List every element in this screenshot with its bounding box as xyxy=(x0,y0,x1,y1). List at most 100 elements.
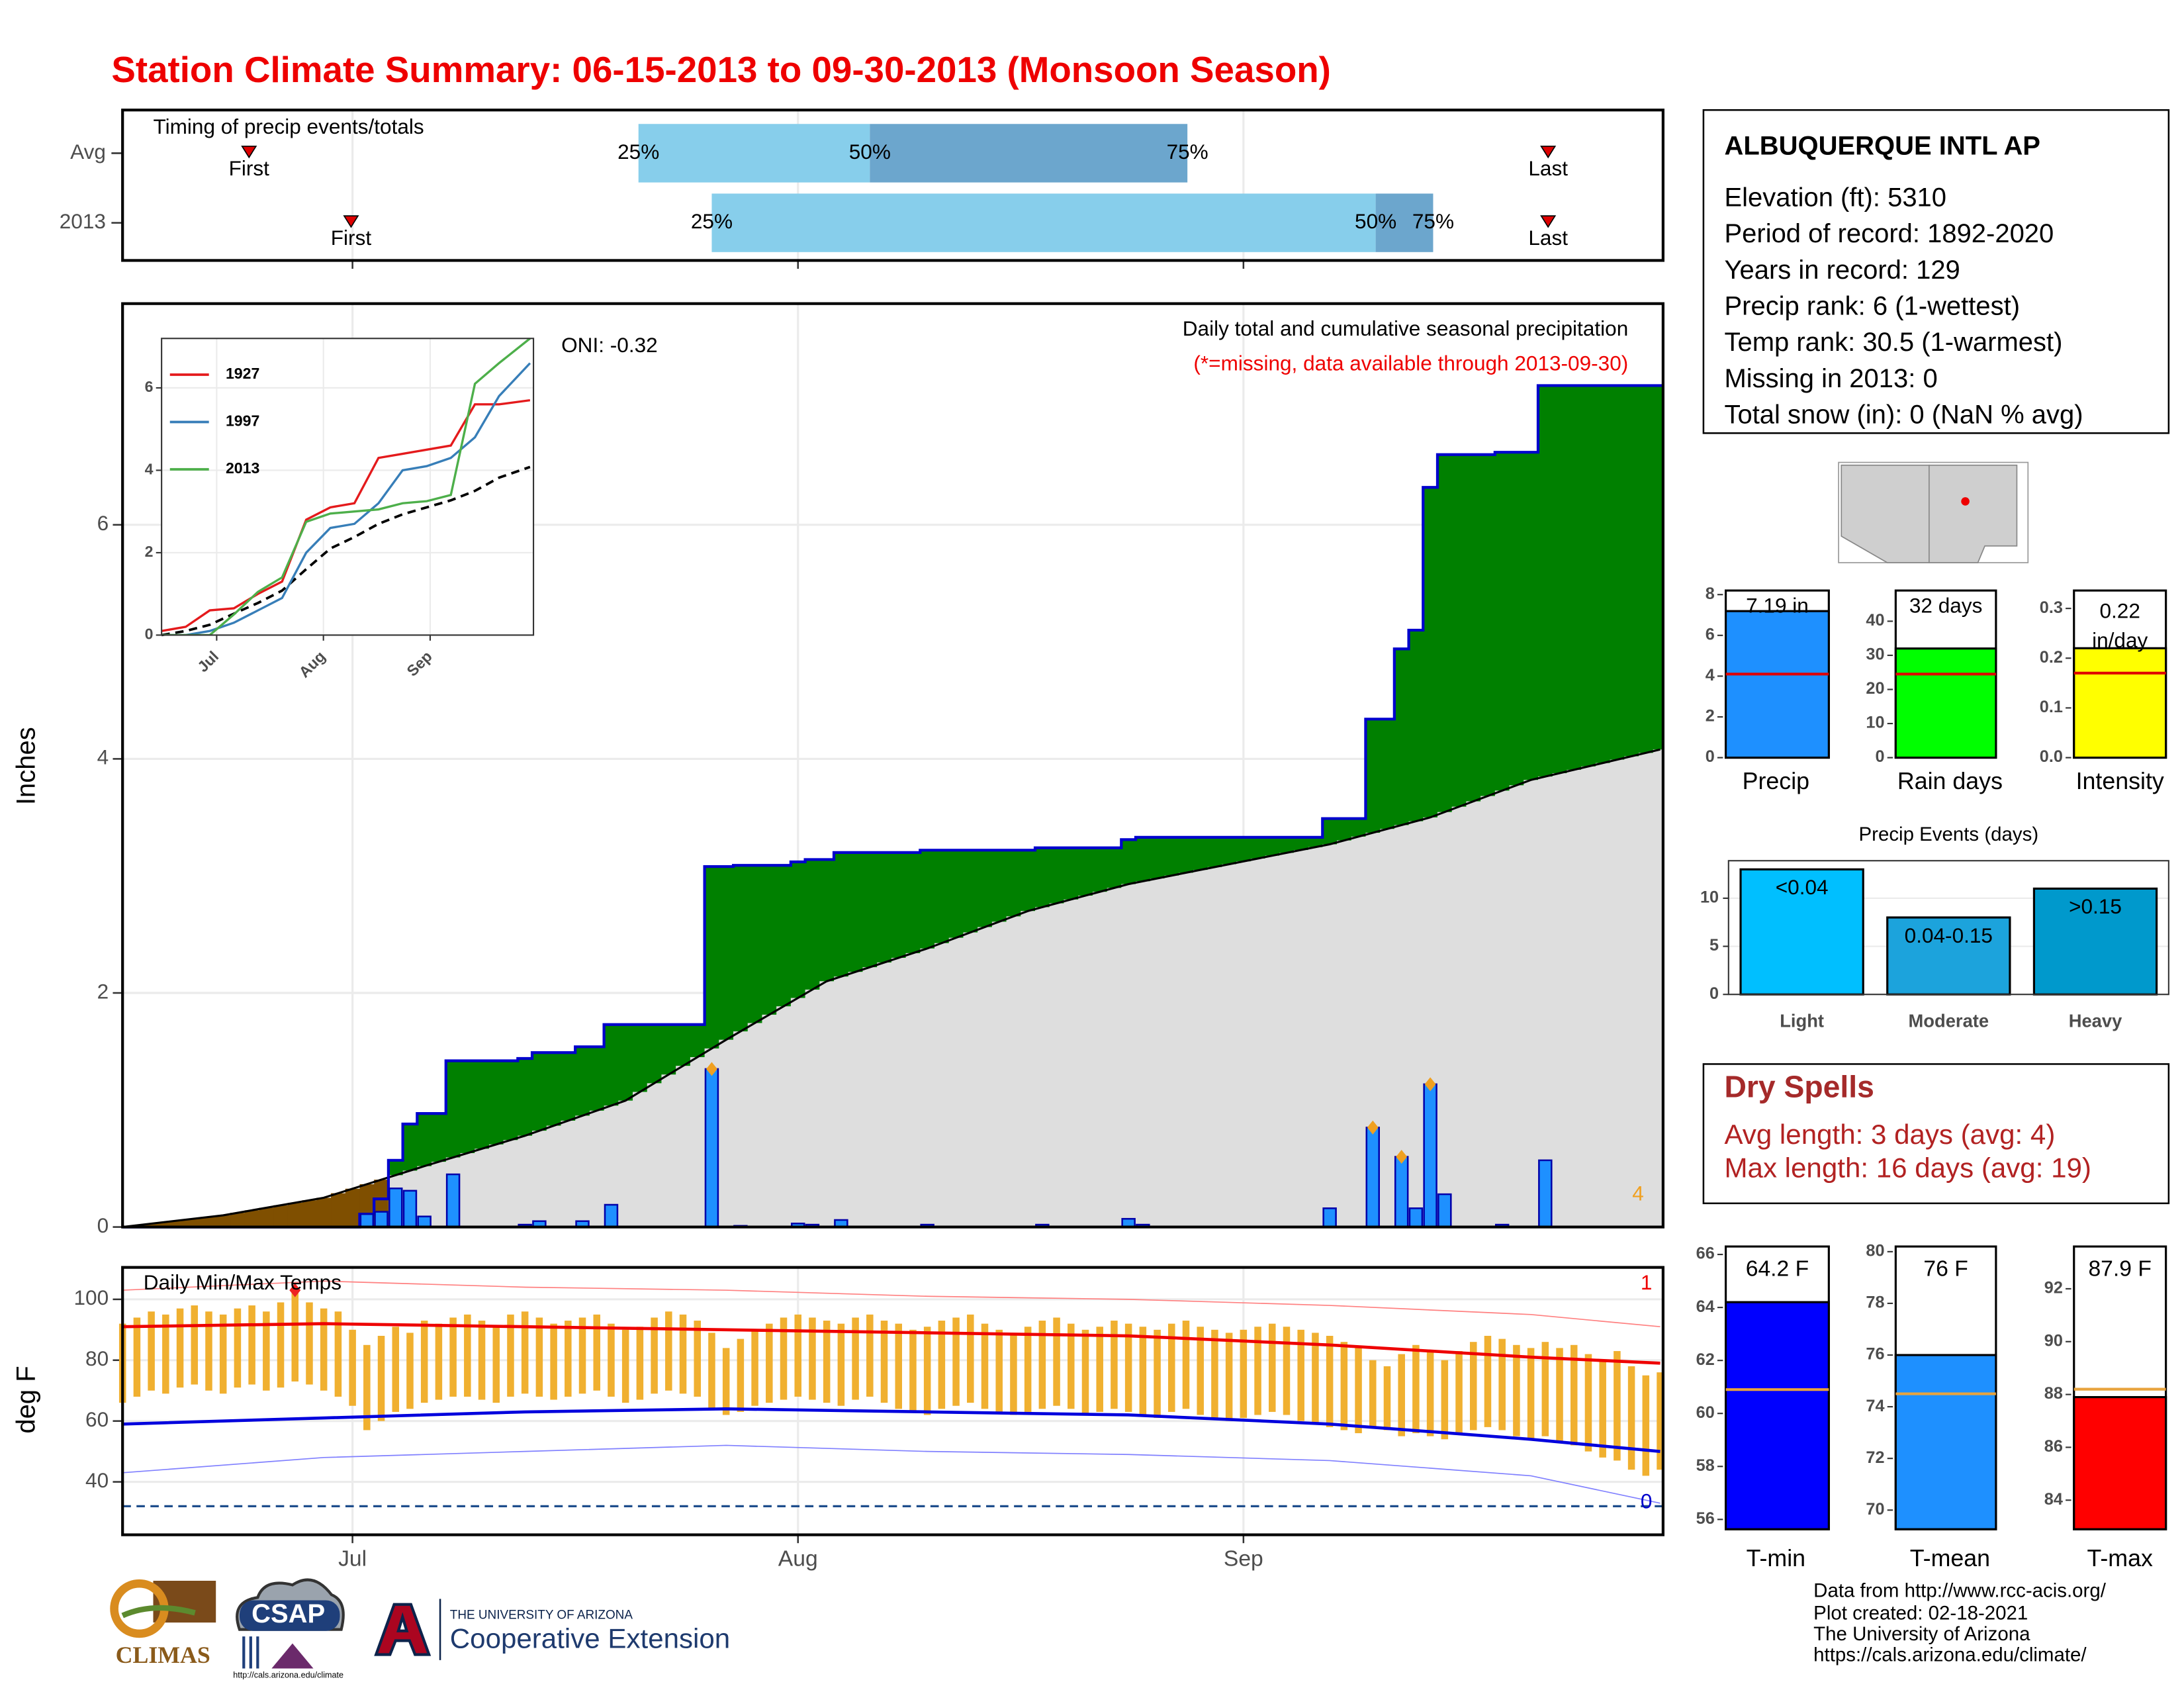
temp-range-bar xyxy=(1283,1327,1291,1415)
temp-range-bar xyxy=(334,1311,342,1397)
temp-range-bar xyxy=(1111,1321,1118,1409)
quartile-label: 75% xyxy=(1167,140,1208,164)
precip-bar xyxy=(374,1211,388,1228)
temp-range-bar xyxy=(565,1321,572,1397)
x-tick-label: Aug xyxy=(778,1546,818,1571)
normal-fill xyxy=(475,1149,490,1227)
csap-url: http://cals.arizona.edu/climate xyxy=(233,1670,343,1679)
precip-bar xyxy=(359,1213,375,1228)
locator-map xyxy=(1838,461,2029,563)
temp-range-bar xyxy=(981,1323,989,1409)
category-label: T-min xyxy=(1747,1545,1805,1571)
normal-fill xyxy=(1537,776,1553,1227)
temp-range-bar xyxy=(621,1329,629,1403)
event-bar xyxy=(2032,887,2158,996)
temp-range-bar xyxy=(191,1305,199,1385)
y-tick-label: 90 xyxy=(2044,1331,2063,1350)
temp-range-bar xyxy=(1068,1323,1075,1409)
quartile-label: 75% xyxy=(1412,209,1454,233)
record-min-line xyxy=(122,1444,1661,1504)
normal-fill xyxy=(1121,884,1136,1227)
normal-fill xyxy=(1193,870,1208,1227)
y-tick-label: 80 xyxy=(1866,1242,1884,1260)
normal-fill xyxy=(503,1140,518,1227)
x-tick-label: Moderate xyxy=(1909,1011,1989,1031)
record-marker xyxy=(1396,1149,1408,1164)
normal-fill xyxy=(604,1105,619,1227)
normal-fill xyxy=(790,998,806,1227)
normal-fill xyxy=(1006,916,1021,1227)
normal-fill xyxy=(1624,756,1639,1227)
y-tick-label: 62 xyxy=(1696,1350,1715,1369)
event-marker xyxy=(1540,215,1557,228)
normal-fill xyxy=(1408,821,1424,1227)
y-tick-label: 88 xyxy=(2044,1384,2063,1403)
normal-fill xyxy=(273,1205,289,1227)
normal-fill xyxy=(1293,850,1309,1227)
inset-series-line xyxy=(161,362,531,635)
normal-fill xyxy=(1179,872,1194,1227)
quartile-label: 50% xyxy=(849,140,891,164)
temp-range-bar xyxy=(1240,1329,1248,1419)
normal-fill xyxy=(173,1220,188,1227)
temp-range-bar xyxy=(133,1317,141,1397)
temp-range-bar xyxy=(277,1302,285,1388)
value-label: 87.9 F xyxy=(2088,1257,2151,1282)
event-label: First xyxy=(229,156,270,180)
normal-fill xyxy=(978,927,993,1227)
precip-bar xyxy=(1437,1193,1452,1228)
normal-fill xyxy=(1351,836,1367,1227)
y-tick-label: 0 xyxy=(97,1213,109,1237)
precip-bar xyxy=(604,1203,619,1228)
normal-fill xyxy=(287,1202,303,1227)
inset-normal-line xyxy=(161,465,531,637)
temp-range-bar xyxy=(464,1314,471,1397)
y-tick-label: 6 xyxy=(1706,625,1715,643)
temp-range-bar xyxy=(938,1321,946,1409)
normal-fill xyxy=(1524,780,1539,1227)
record-marker xyxy=(1424,1077,1436,1092)
oni-label: ONI: -0.32 xyxy=(561,333,658,357)
y-tick-label: 72 xyxy=(1866,1448,1884,1467)
normal-fill xyxy=(1279,853,1295,1227)
event-bar xyxy=(1739,868,1864,996)
normal-fill xyxy=(1250,858,1266,1227)
normal-fill xyxy=(1021,911,1036,1227)
normal-fill xyxy=(158,1222,173,1227)
normal-fill xyxy=(144,1223,159,1227)
normal-fill xyxy=(1437,812,1453,1227)
temp-range-bar xyxy=(751,1329,758,1406)
normal-fill xyxy=(661,1074,676,1227)
temp-range-bar xyxy=(363,1344,371,1430)
event-label: First xyxy=(331,226,372,250)
normal-fill xyxy=(432,1162,447,1227)
temp-range-bar xyxy=(1154,1329,1161,1419)
precip-bar xyxy=(402,1190,418,1228)
precip-bar xyxy=(1322,1207,1337,1228)
value-label: 0.22 in/day xyxy=(2092,599,2148,652)
y-tick-label: 58 xyxy=(1696,1456,1715,1475)
inset-y-label: 2 xyxy=(145,543,154,560)
category-label: T-max xyxy=(2087,1545,2153,1571)
normal-fill xyxy=(316,1197,332,1227)
legend-label: 1997 xyxy=(226,412,259,430)
y-tick-label: 30 xyxy=(1866,645,1884,664)
y-tick-label: 5 xyxy=(1709,936,1719,955)
csap-logo: CSAP http://cals.arizona.edu/climate xyxy=(233,1578,345,1679)
panel-frame xyxy=(121,109,1664,262)
temp-range-bar xyxy=(679,1314,687,1394)
inset-series-line xyxy=(161,338,531,635)
dry-spell-line: Avg length: 3 days (avg: 4) xyxy=(1724,1119,2055,1150)
temp-range-bar xyxy=(1355,1348,1362,1434)
y-tick-label: 76 xyxy=(1866,1345,1884,1364)
inset-frame xyxy=(161,338,535,636)
normal-fill xyxy=(1265,855,1280,1227)
normal-fill xyxy=(1092,892,1108,1227)
bar-label: 0.04-0.15 xyxy=(1905,923,1993,947)
legend-label: 1927 xyxy=(226,365,259,382)
precip-bar xyxy=(445,1173,461,1228)
temp-range-bar xyxy=(1455,1350,1463,1434)
normal-fill xyxy=(532,1131,547,1227)
normal-cumulative-line xyxy=(122,748,1661,1229)
temp-range-bar xyxy=(1326,1336,1334,1427)
